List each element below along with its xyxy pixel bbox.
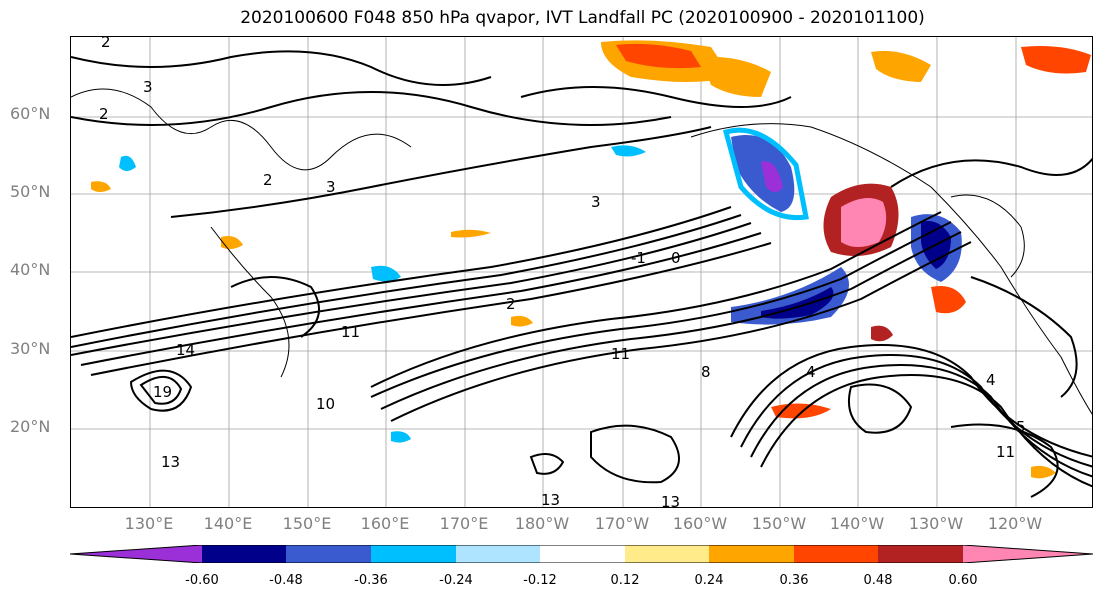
colorbar-segment [878, 545, 963, 563]
contour-label: 13 [161, 453, 180, 471]
colorbar [69, 544, 1094, 564]
lon-label: 160°W [672, 514, 728, 533]
contour-label-layer: 2 3 2 2 3 3 -1 0 2 11 14 11 19 10 13 13 … [99, 37, 1026, 508]
lon-label: 130°W [908, 514, 964, 533]
coastline-layer [71, 88, 1092, 415]
contour-label: 19 [153, 383, 172, 401]
colorbar-segment [456, 545, 540, 563]
lon-label: 140°E [203, 514, 253, 533]
contour-label: 3 [143, 78, 153, 96]
colorbar-segment [625, 545, 709, 563]
contour-label: 2 [99, 105, 109, 123]
lon-label: 120°W [987, 514, 1043, 533]
colorbar-segment [286, 545, 371, 563]
lon-label: 160°E [360, 514, 410, 533]
colorbar-segment [540, 545, 625, 563]
lat-label: 30°N [10, 339, 51, 358]
colorbar-svg [69, 544, 1094, 564]
lon-label: 140°W [829, 514, 885, 533]
lon-label: 170°W [594, 514, 650, 533]
colorbar-tick: 0.60 [948, 573, 978, 588]
contour-layer [71, 50, 1092, 498]
map-title: 2020100600 F048 850 hPa qvapor, IVT Land… [240, 8, 925, 28]
map-plot: 2 3 2 2 3 3 -1 0 2 11 14 11 19 10 13 13 … [71, 37, 1092, 508]
lat-label: 50°N [10, 182, 51, 201]
colorbar-tick: 0.48 [863, 573, 893, 588]
colorbar-segment [963, 545, 1093, 563]
colorbar-tick: 0.12 [610, 573, 640, 588]
colorbar-tick: -0.60 [185, 573, 219, 588]
lat-label: 60°N [10, 104, 51, 123]
contour-label: 2 [506, 295, 516, 313]
contour-label: 4 [806, 363, 816, 381]
colorbar-tick: -0.48 [269, 573, 303, 588]
colorbar-segment [709, 545, 794, 563]
contour-label: 14 [176, 341, 195, 359]
contour-label: 13 [661, 493, 680, 508]
lon-label: 130°E [124, 514, 174, 533]
contour-label: 2 [101, 37, 111, 51]
colorbar-segment [70, 545, 202, 563]
lon-label: 180°W [514, 514, 570, 533]
colorbar-tick: 0.36 [779, 573, 809, 588]
colorbar-tick: -0.24 [439, 573, 473, 588]
contour-label: 8 [701, 363, 711, 381]
shading-layer [91, 40, 1091, 479]
contour-label: 11 [996, 443, 1015, 461]
contour-label: -1 [631, 249, 646, 267]
contour-label: 10 [316, 395, 335, 413]
lon-label: 150°E [282, 514, 332, 533]
colorbar-segment [202, 545, 286, 563]
colorbar-segment [794, 545, 878, 563]
colorbar-tick: -0.36 [354, 573, 388, 588]
graticule [71, 37, 1092, 507]
colorbar-tick: 0.24 [694, 573, 724, 588]
lon-label: 170°E [439, 514, 489, 533]
contour-label: 2 [263, 171, 273, 189]
lat-label: 40°N [10, 260, 51, 279]
contour-label: 5 [1016, 418, 1026, 436]
lon-label: 150°W [751, 514, 807, 533]
contour-label: 4 [986, 371, 996, 389]
contour-label: 11 [341, 323, 360, 341]
contour-label: 3 [591, 193, 601, 211]
colorbar-segment [371, 545, 456, 563]
colorbar-tick: -0.12 [523, 573, 557, 588]
contour-label: 11 [611, 345, 630, 363]
contour-label: 13 [541, 491, 560, 508]
map-panel: 2 3 2 2 3 3 -1 0 2 11 14 11 19 10 13 13 … [70, 36, 1093, 508]
contour-label: 3 [326, 178, 336, 196]
lat-label: 20°N [10, 417, 51, 436]
contour-label: 0 [671, 249, 681, 267]
